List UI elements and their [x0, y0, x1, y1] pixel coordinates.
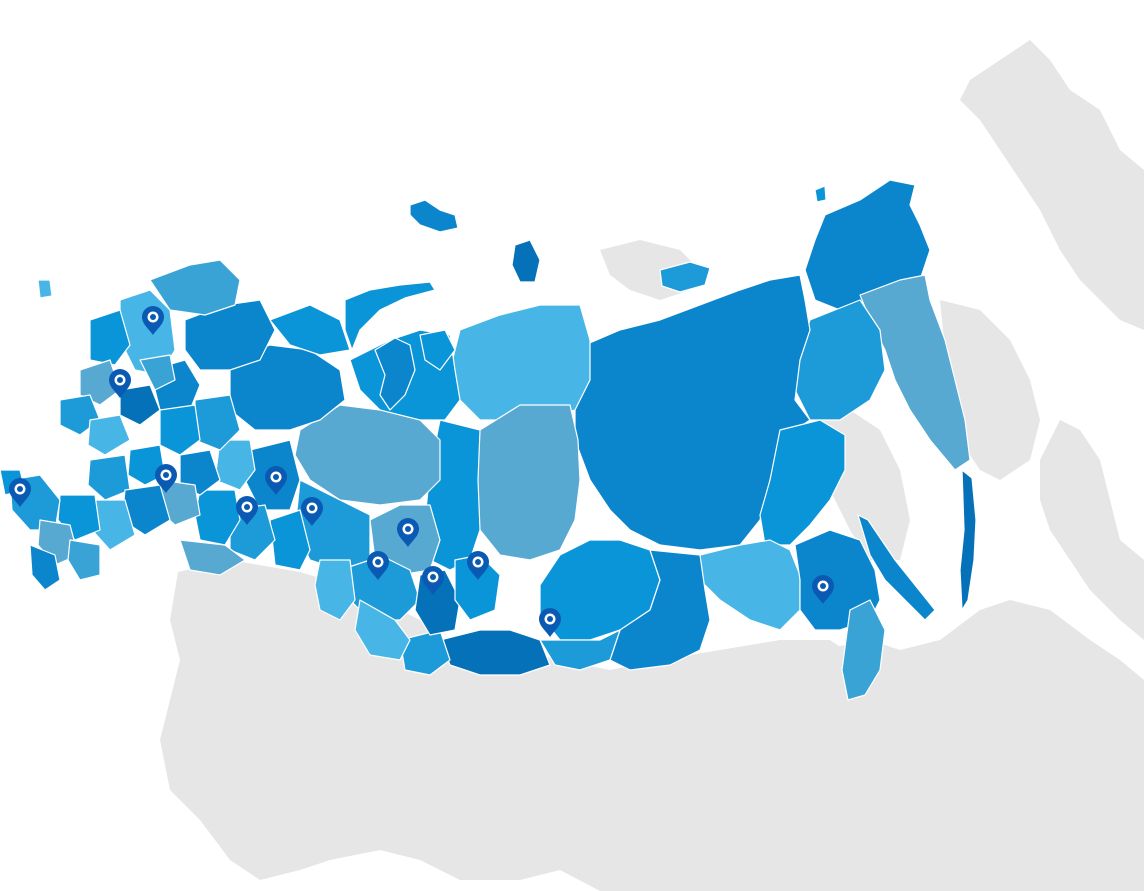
region-tuva[interactable]: [439, 629, 551, 676]
region-sakhalin[interactable]: [841, 599, 886, 701]
region-wrangel-island[interactable]: [814, 185, 827, 203]
region-sakhalin-island[interactable]: [857, 514, 936, 621]
region-altai-krai[interactable]: [354, 599, 411, 661]
map-pin-icon[interactable]: [265, 466, 287, 495]
region-tver[interactable]: [79, 359, 121, 406]
russia-regions: [0, 179, 977, 701]
region-novaya-zemlya[interactable]: [344, 281, 436, 351]
region-kamchatka[interactable]: [859, 274, 971, 471]
pin-center: [163, 472, 169, 478]
pin-center: [244, 504, 250, 510]
region-komi[interactable]: [229, 344, 346, 431]
region-nizhny[interactable]: [159, 404, 201, 456]
pin-center: [150, 314, 156, 320]
region-severnaya-zemlya[interactable]: [511, 239, 541, 283]
region-yamal-peninsula[interactable]: [374, 337, 416, 411]
pin-center: [430, 574, 436, 580]
japan-islands: [1040, 420, 1144, 640]
region-arkhangelsk[interactable]: [184, 299, 276, 371]
pin-center: [405, 526, 411, 532]
map-pin-icon[interactable]: [422, 566, 444, 595]
region-zabaykalsky[interactable]: [609, 549, 711, 671]
map-pin-icon[interactable]: [9, 478, 31, 507]
pin-center: [475, 559, 481, 565]
map-pin-icon[interactable]: [812, 575, 834, 604]
pin-center: [273, 474, 279, 480]
region-voronezh[interactable]: [87, 454, 131, 501]
map-pin-icon[interactable]: [155, 464, 177, 493]
region-astrakhan[interactable]: [67, 539, 101, 581]
region-krasnoyarsk[interactable]: [449, 304, 591, 421]
region-kaliningrad[interactable]: [37, 279, 53, 299]
region-chelyabinsk[interactable]: [229, 504, 276, 561]
map-pin-icon[interactable]: [142, 306, 164, 335]
pin-center: [309, 505, 315, 511]
alaska-landmass: [960, 40, 1144, 330]
pin-center: [375, 559, 381, 565]
map-pin-icon[interactable]: [301, 497, 323, 526]
region-franz-josef-land[interactable]: [409, 199, 459, 233]
region-orenburg[interactable]: [179, 539, 246, 576]
china-mongolia-landmass: [420, 600, 1144, 891]
pin-center: [17, 486, 23, 492]
region-north-caucasus[interactable]: [29, 544, 61, 591]
region-leningrad[interactable]: [89, 309, 131, 366]
region-moscow[interactable]: [119, 384, 161, 426]
pin-center: [547, 616, 553, 622]
region-kurgan[interactable]: [269, 509, 311, 571]
region-new-siberian-islands[interactable]: [659, 261, 711, 293]
region-khabarovsk[interactable]: [759, 419, 846, 546]
neighboring-countries: [160, 40, 1144, 891]
region-murmansk[interactable]: [149, 259, 241, 316]
region-gydan[interactable]: [419, 329, 456, 371]
location-markers: [9, 306, 834, 637]
map-pin-icon[interactable]: [236, 496, 258, 525]
pin-center: [117, 377, 123, 383]
map-pin-icon[interactable]: [367, 551, 389, 580]
region-kaluga[interactable]: [87, 414, 131, 456]
region-krasnoyarsk-south[interactable]: [474, 404, 581, 561]
map-pin-icon[interactable]: [109, 369, 131, 398]
region-omsk[interactable]: [314, 559, 356, 621]
region-buryatia[interactable]: [539, 629, 621, 671]
region-khanty-mansi[interactable]: [294, 404, 441, 506]
map-pin-icon[interactable]: [397, 518, 419, 547]
region-kuril-islands[interactable]: [959, 469, 977, 611]
map-pin-icon[interactable]: [539, 608, 561, 637]
map-pin-icon[interactable]: [467, 551, 489, 580]
pin-center: [820, 583, 826, 589]
region-amur[interactable]: [699, 539, 801, 631]
region-nenets[interactable]: [269, 304, 351, 356]
region-yaroslavl[interactable]: [139, 354, 176, 391]
